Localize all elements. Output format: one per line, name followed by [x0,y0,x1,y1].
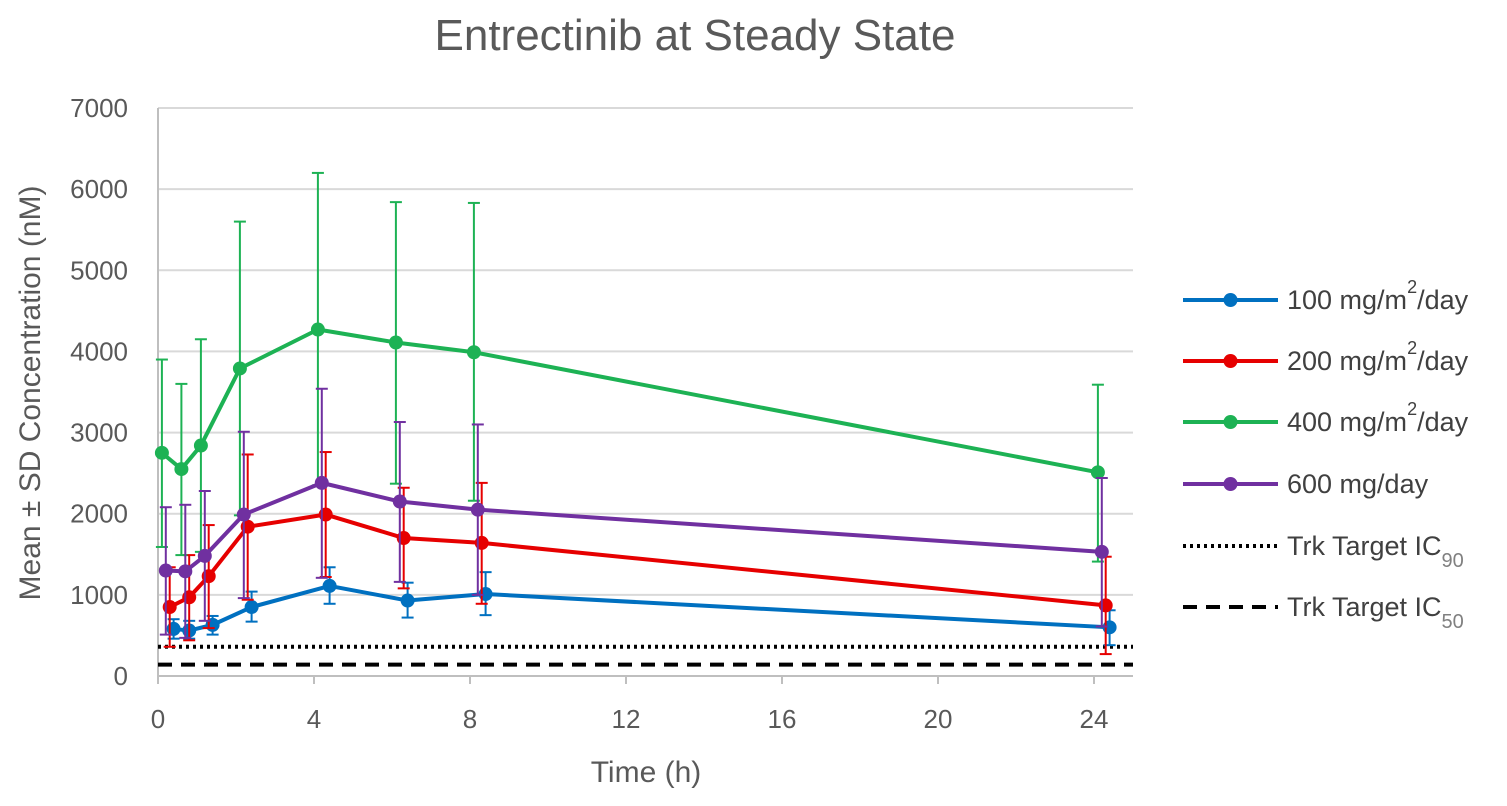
y-tick-label: 5000 [70,255,128,285]
y-tick-label: 2000 [70,499,128,529]
x-tick-label: 12 [612,704,641,734]
x-axis-title: Time (h) [591,756,702,789]
legend-item: 400 mg/m2/day [1183,399,1469,437]
data-point [470,502,485,517]
legend-swatch-marker [1223,415,1238,429]
legend-swatch-marker [1223,477,1238,491]
legend-label-main: 100 mg/m [1287,285,1407,315]
y-tick-label: 3000 [70,418,128,448]
data-point [322,578,337,593]
x-tick-label: 24 [1080,704,1109,734]
legend-item: 600 mg/day [1183,469,1429,499]
axis-layer: 0 1000 2000 3000 4000 5000 6000 7000 0 4 8 12 16 20 24 [70,93,1133,734]
data-point [178,564,193,579]
data-point [310,322,325,337]
x-tick-label: 16 [768,704,797,734]
legend-label-tail: /day [1417,285,1469,315]
data-point [314,475,329,490]
series-group [154,171,1105,563]
legend-label: Trk Target IC50 [1287,592,1464,633]
data-point [466,345,481,360]
data-point [158,563,173,578]
x-tick-label: 20 [924,704,953,734]
legend-item: Trk Target IC50 [1183,592,1464,633]
data-point [236,507,251,522]
legend-label-subscript: 50 [1442,611,1464,633]
y-tick-label: 6000 [70,174,128,204]
legend-label-main: 200 mg/m [1287,346,1407,376]
legend-label: 400 mg/m2/day [1287,399,1469,437]
data-point [244,600,259,615]
legend-label-main: 600 mg/day [1287,469,1429,499]
y-axis-title: Mean ± SD Concentration (nM) [14,186,47,601]
data-point [400,593,415,608]
legend-label-main: 400 mg/m [1287,407,1407,437]
y-tick-label: 1000 [70,580,128,610]
series-group [158,387,1109,639]
data-point [1094,544,1109,559]
chart-title: Entrectinib at Steady State [435,11,956,60]
series-group [162,451,1113,656]
reference-lines [158,644,1133,667]
series-group [166,566,1117,647]
x-tick-label: 0 [151,704,165,734]
data-point [154,445,169,460]
legend-label-main: Trk Target IC [1287,531,1442,561]
data-point [1098,598,1113,613]
x-tick-label: 4 [307,704,321,734]
legend-swatch-marker [1223,293,1238,307]
legend-label: Trk Target IC90 [1287,531,1464,572]
legend-label-main: Trk Target IC [1287,592,1442,622]
legend-item: Trk Target IC90 [1183,531,1464,572]
legend-item: 100 mg/m2/day [1183,277,1469,315]
y-tick-label: 7000 [70,93,128,123]
x-tick-label: 8 [463,704,477,734]
y-tick-label: 0 [114,661,128,691]
legend-label: 600 mg/day [1287,469,1429,499]
legend-label-superscript: 2 [1407,399,1417,419]
data-point [197,548,212,563]
data-point [392,494,407,509]
legend-label: 200 mg/m2/day [1287,338,1469,376]
legend-label-tail: /day [1417,346,1469,376]
legend-label-subscript: 90 [1442,550,1464,572]
data-point [232,361,247,376]
series-layer [154,171,1117,656]
y-tick-label: 4000 [70,336,128,366]
data-point [193,438,208,453]
data-point [388,335,403,350]
legend-item: 200 mg/m2/day [1183,338,1469,376]
legend-label-superscript: 2 [1407,277,1417,297]
legend-label-tail: /day [1417,407,1469,437]
data-point [1090,465,1105,480]
legend-label: 100 mg/m2/day [1287,277,1469,315]
legend-swatch-marker [1223,354,1238,368]
legend-label-superscript: 2 [1407,338,1417,358]
data-point [174,462,189,477]
